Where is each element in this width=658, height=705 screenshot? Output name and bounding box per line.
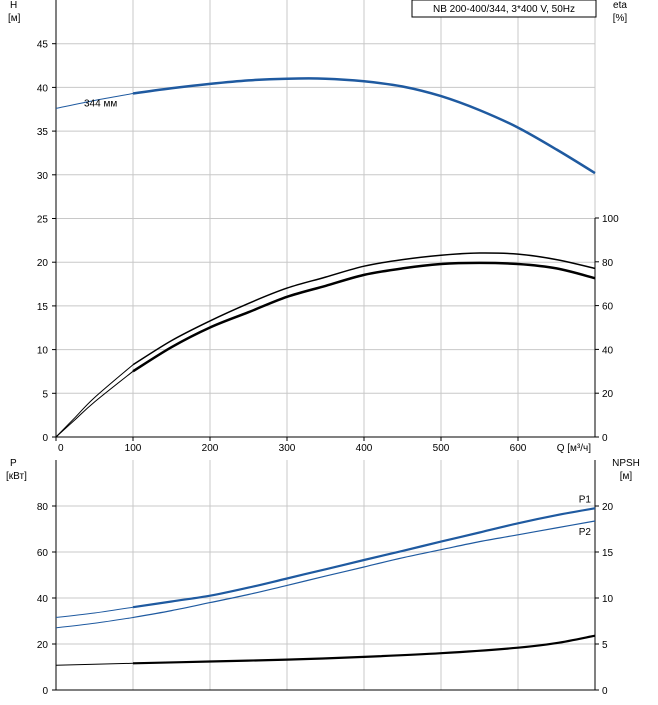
q-tick-label: 400 [356, 443, 373, 454]
curve-label-p2: P2 [579, 527, 592, 538]
curve-eta-2-thin [55, 370, 134, 438]
p-axis-unit: [кВт] [6, 471, 27, 482]
npsh-tick-label: 15 [602, 548, 614, 559]
h-axis-unit: [м] [8, 13, 21, 24]
curve-h-0 [132, 77, 596, 175]
curve-npsh-2-thin [55, 662, 134, 666]
h-tick-label: 40 [37, 83, 49, 94]
npsh-axis-unit: [м] [620, 471, 633, 482]
p-tick-label: 80 [37, 502, 49, 513]
curve-label-0: 344 мм [84, 99, 117, 110]
curve-eta-2 [132, 261, 596, 373]
curve-p-0-thin [55, 606, 134, 618]
eta-tick-label: 20 [602, 389, 614, 400]
curve-h-0-thin [55, 93, 134, 109]
h-axis-label: H [10, 0, 17, 11]
h-tick-label: 25 [37, 215, 49, 226]
q-tick-label: 500 [433, 443, 450, 454]
h-tick-label: 10 [37, 346, 49, 357]
eta-axis-label: eta [613, 0, 627, 11]
npsh-tick-label: 5 [602, 640, 608, 651]
p-tick-label: 0 [42, 686, 48, 697]
curve-eta-1-thin [55, 364, 134, 438]
eta-tick-label: 40 [602, 345, 614, 356]
p-tick-label: 20 [37, 640, 49, 651]
h-tick-label: 5 [42, 389, 48, 400]
h-tick-label: 0 [42, 433, 48, 444]
curve-eta-1 [132, 252, 596, 366]
h-tick-label: 45 [37, 40, 49, 51]
eta-tick-label: 0 [602, 433, 608, 444]
h-tick-label: 15 [37, 302, 49, 313]
curve-p-1-thin [55, 617, 134, 629]
npsh-tick-label: 20 [602, 502, 614, 513]
h-tick-label: 35 [37, 127, 49, 138]
eta-tick-label: 100 [602, 214, 619, 225]
q-tick-label: 600 [510, 443, 527, 454]
eta-axis-unit: [%] [613, 13, 628, 24]
p-tick-label: 40 [37, 594, 49, 605]
p-tick-label: 60 [37, 548, 49, 559]
q-tick-label: 100 [125, 443, 142, 454]
h-tick-label: 20 [37, 258, 49, 269]
npsh-tick-label: 0 [602, 686, 608, 697]
eta-tick-label: 60 [602, 302, 614, 313]
curve-p-0 [132, 507, 596, 609]
chart-header-title: NB 200-400/344, 3*400 V, 50Hz [433, 4, 575, 15]
q-tick-label: 0 [58, 443, 64, 454]
p-axis-label: P [10, 458, 17, 469]
eta-tick-label: 80 [602, 258, 614, 269]
q-axis-label: Q [м³/ч] [557, 443, 592, 454]
q-tick-label: 300 [279, 443, 296, 454]
npsh-axis-label: NPSH [612, 458, 640, 469]
chart-header-box [411, 0, 597, 18]
h-tick-label: 30 [37, 171, 49, 182]
npsh-tick-label: 10 [602, 594, 614, 605]
q-tick-label: 200 [202, 443, 219, 454]
curve-label-p1: P1 [579, 494, 592, 505]
curve-p-1 [132, 520, 596, 619]
curve-npsh-2 [132, 634, 596, 665]
